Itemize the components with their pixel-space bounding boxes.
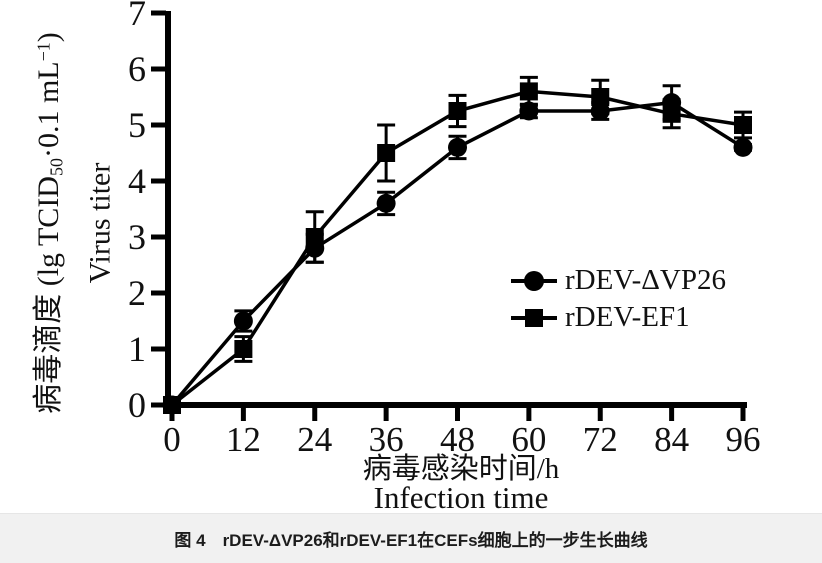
y-tick-label: 5 [128,105,146,145]
y-tick-label: 0 [128,385,146,425]
data-point-square [448,102,467,120]
data-point-square [662,104,681,123]
data-point-square [734,116,752,134]
data-point-square [377,144,396,162]
y-tick-label: 2 [128,273,146,313]
data-point-circle [448,137,467,157]
data-point-circle [733,137,753,157]
x-tick-label: 60 [511,420,546,459]
legend-item-rdev-dvp26: rDEV-ΔVP26 [511,262,726,299]
y-tick-label: 7 [128,0,146,33]
x-tick-label: 96 [726,420,761,459]
data-point-square [519,82,538,101]
x-axis-title: 病毒感染时间/h Infection time [172,453,750,515]
x-axis-title-zh: 病毒感染时间/h [362,453,560,485]
tcid50-subscript: 50 [46,158,67,177]
data-point-circle [376,193,396,213]
x-tick-label: 12 [226,420,261,459]
y-tick-label: 3 [128,217,146,257]
data-point-square [234,340,253,358]
data-point-circle [233,311,253,331]
ml-exponent: −1 [33,42,54,62]
data-point-square [591,88,610,106]
square-marker-icon [511,307,557,329]
y-tick-label: 1 [128,329,146,369]
y-tick-label: 6 [128,49,146,89]
x-tick-label: 84 [654,420,689,459]
y-axis-title-formula: 病毒滴度 (lg TCID50·0.1 mL−1) [31,32,67,414]
y-axis-title-en: Virus titer [83,162,117,284]
x-tick-label: 24 [297,420,332,459]
x-tick-label: 0 [163,420,181,459]
legend-item-rdev-ef1: rDEV-EF1 [511,299,726,336]
y-tick-label: 4 [128,161,146,201]
data-point-square [305,228,324,246]
y-axis-title: 病毒滴度 (lg TCID50·0.1 mL−1) Virus titer [22,32,123,414]
x-tick-label: 36 [369,420,404,459]
legend-label-rdev-ef1: rDEV-EF1 [565,301,690,333]
figure-caption: 图 4 rDEV-ΔVP26和rDEV-EF1在CEFs细胞上的一步生长曲线 [174,531,648,550]
data-point-square [163,396,181,414]
caption-band: 图 4 rDEV-ΔVP26和rDEV-EF1在CEFs细胞上的一步生长曲线 [0,513,822,563]
x-tick-label: 48 [440,420,475,459]
x-axis-title-en: Infection time [373,480,549,515]
growth-curve-chart: 0 1 2 3 4 5 6 7 0 12 24 36 48 60 72 84 96 病毒滴度 (lg TCID5… [22,0,761,515]
circle-marker-icon [511,270,557,292]
x-tick-label: 72 [583,420,618,459]
legend-label-rdev-dvp26: rDEV-ΔVP26 [565,264,726,296]
legend: rDEV-ΔVP26 rDEV-EF1 [511,262,726,336]
